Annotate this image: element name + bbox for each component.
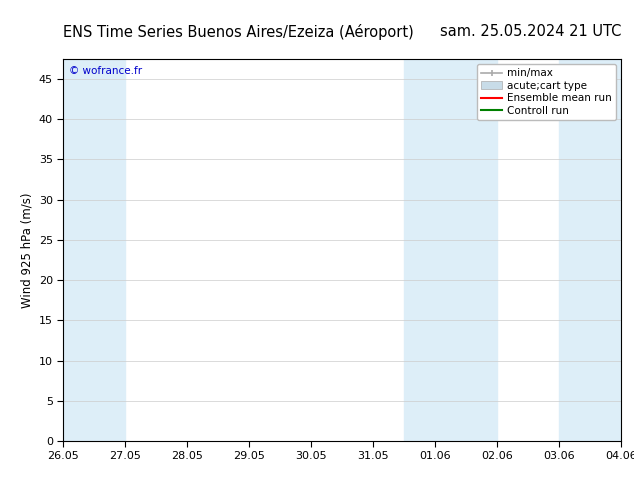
Bar xyxy=(63,59,126,441)
Text: ENS Time Series Buenos Aires/Ezeiza (Aéroport): ENS Time Series Buenos Aires/Ezeiza (Aér… xyxy=(63,24,414,41)
Bar xyxy=(559,59,621,441)
Text: © wofrance.fr: © wofrance.fr xyxy=(69,67,142,76)
Text: sam. 25.05.2024 21 UTC: sam. 25.05.2024 21 UTC xyxy=(440,24,621,40)
Y-axis label: Wind 925 hPa (m/s): Wind 925 hPa (m/s) xyxy=(20,192,34,308)
Legend: min/max, acute;cart type, Ensemble mean run, Controll run: min/max, acute;cart type, Ensemble mean … xyxy=(477,64,616,120)
Bar xyxy=(404,59,497,441)
